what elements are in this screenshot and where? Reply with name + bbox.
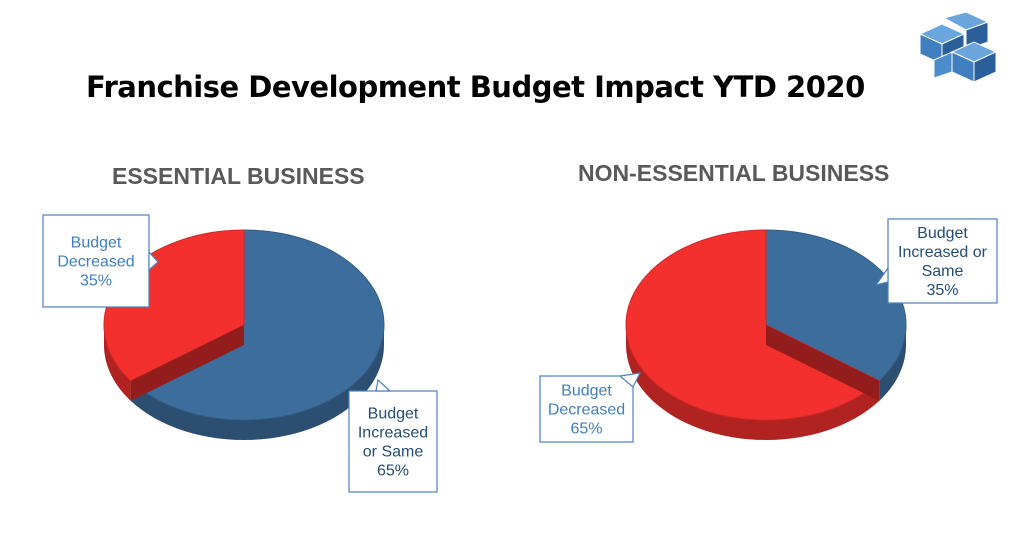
callout-label: Budget xyxy=(561,383,612,400)
pie-slice xyxy=(625,229,881,421)
callout-pointer xyxy=(874,266,889,286)
callout-box xyxy=(348,390,438,493)
cube-logo-icon xyxy=(918,12,996,83)
callout-pointer xyxy=(618,372,642,388)
callout-label: 65% xyxy=(570,421,602,438)
callout-label: Increased or xyxy=(898,244,988,261)
callout-label: 35% xyxy=(80,273,112,290)
callout-pointer xyxy=(375,378,392,392)
callout-label: Budget xyxy=(368,406,419,423)
pie-slice-cut xyxy=(130,325,244,401)
chart-title-non-essential: NON-ESSENTIAL BUSINESS xyxy=(578,160,890,186)
pie-slice-side xyxy=(130,325,384,440)
callout-box xyxy=(539,375,634,443)
callout-label: Same xyxy=(922,263,964,280)
chart-title-essential: ESSENTIAL BUSINESS xyxy=(112,163,365,189)
pie-slice-side xyxy=(626,325,880,440)
page-title: Franchise Development Budget Impact YTD … xyxy=(86,70,865,104)
callout-label: Decreased xyxy=(57,254,134,271)
callout-label: 35% xyxy=(926,282,958,299)
callout-box xyxy=(42,214,150,308)
callout-label: Increased xyxy=(358,425,428,442)
callout-label: 65% xyxy=(377,463,409,480)
callout-label: Budget xyxy=(71,235,122,252)
callout-label: Budget xyxy=(917,225,968,242)
callout-label: Decreased xyxy=(548,402,625,419)
pie-slice-side xyxy=(879,325,906,401)
pie-slice-cut xyxy=(766,325,880,401)
callout-label: or Same xyxy=(363,444,424,461)
callout-pointer xyxy=(148,250,159,272)
callout-box xyxy=(887,218,998,304)
pie-slice-side xyxy=(104,325,131,401)
pie-slice xyxy=(129,229,385,421)
